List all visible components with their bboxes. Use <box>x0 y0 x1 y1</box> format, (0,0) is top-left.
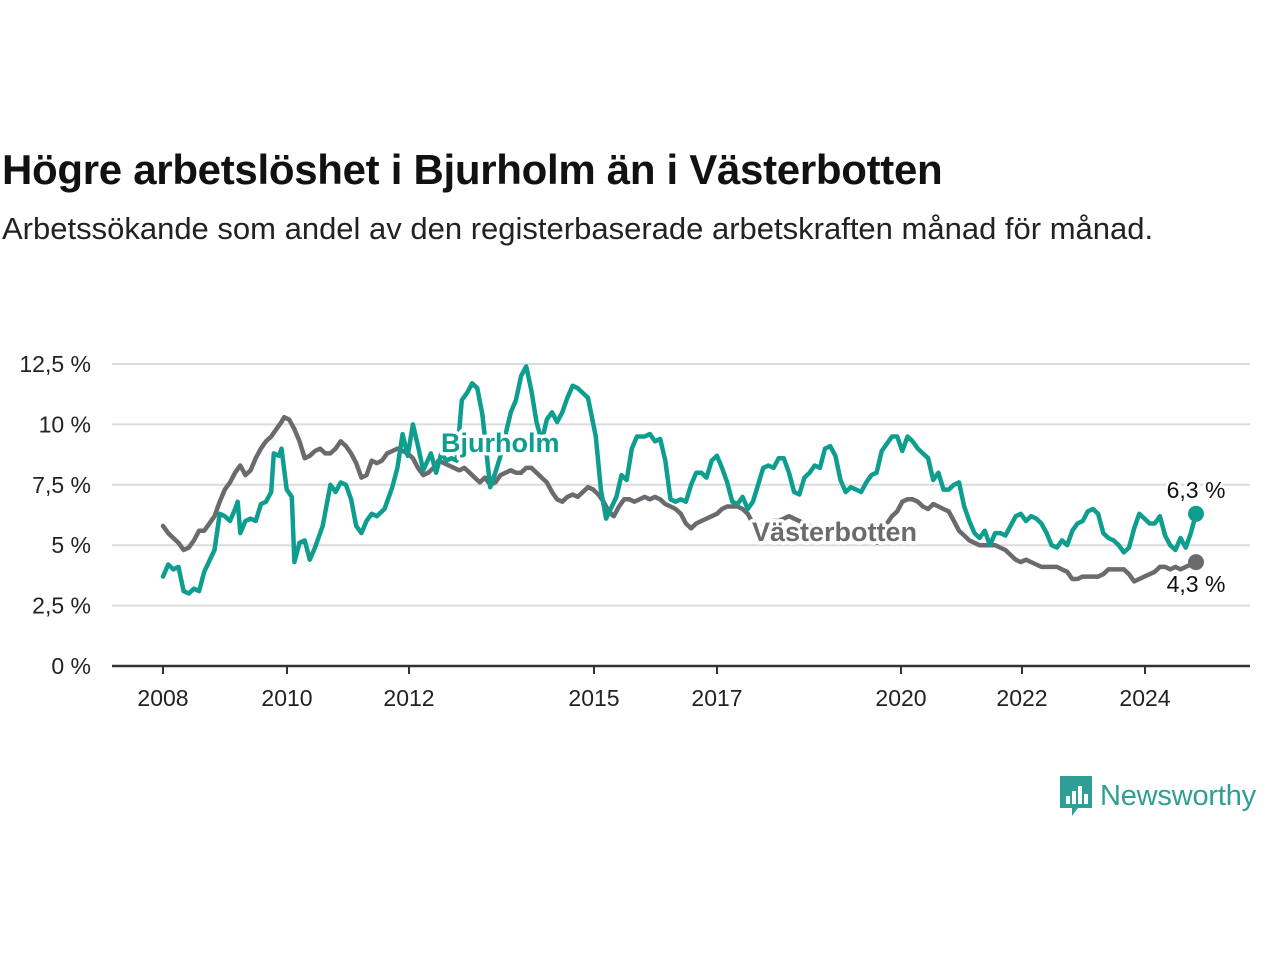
series-labels: Västerbotten Bjurholm 6,3 % 4,3 % <box>438 425 1228 600</box>
chart-title: Högre arbetslöshet i Bjurholm än i Väste… <box>2 146 943 193</box>
x-tick-label: 2017 <box>691 685 742 711</box>
end-value-vasterbotten: 4,3 % <box>1167 571 1226 597</box>
x-tick-label: 2012 <box>383 685 434 711</box>
end-point-bjurholm <box>1188 505 1204 522</box>
newsworthy-logo-icon <box>1060 776 1092 816</box>
x-axis-ticks: 2008 2010 2012 2015 2017 2020 2022 2024 <box>137 666 1171 711</box>
series-line-bjurholm <box>160 364 1199 596</box>
y-tick-label: 7,5 % <box>32 472 91 498</box>
end-value-bjurholm: 6,3 % <box>1167 477 1226 503</box>
x-tick-label: 2008 <box>137 685 188 711</box>
y-tick-label: 5 % <box>51 532 91 558</box>
x-tick-label: 2015 <box>568 685 619 711</box>
x-tick-label: 2024 <box>1119 685 1170 711</box>
y-tick-label: 12,5 % <box>19 351 91 377</box>
series-lines <box>160 364 1204 596</box>
y-tick-label: 10 % <box>39 411 91 437</box>
line-chart: 0 %2,5 %5 %7,5 %10 %12,5 % 2008 2010 2012 2… <box>19 351 1250 711</box>
newsworthy-logo-text: Newsworthy <box>1100 779 1256 812</box>
chart-subtitle: Arbetssökande som andel av den registerb… <box>2 211 1154 246</box>
series-label-vasterbotten: Västerbotten <box>752 517 917 547</box>
gridlines <box>112 363 1250 668</box>
x-tick-label: 2022 <box>996 685 1047 711</box>
y-tick-label: 2,5 % <box>32 593 91 619</box>
y-tick-label: 0 % <box>51 653 91 679</box>
series-label-bjurholm: Bjurholm <box>441 428 560 458</box>
series-line-vasterbotten <box>160 414 1199 584</box>
y-axis-ticks: 0 % 2,5 % 5 % 7,5 % 10 % 12,5 % <box>19 351 91 679</box>
x-tick-label: 2020 <box>875 685 926 711</box>
newsworthy-logo: Newsworthy <box>1058 774 1256 818</box>
x-tick-label: 2010 <box>261 685 312 711</box>
end-point-vasterbotten <box>1188 554 1204 571</box>
